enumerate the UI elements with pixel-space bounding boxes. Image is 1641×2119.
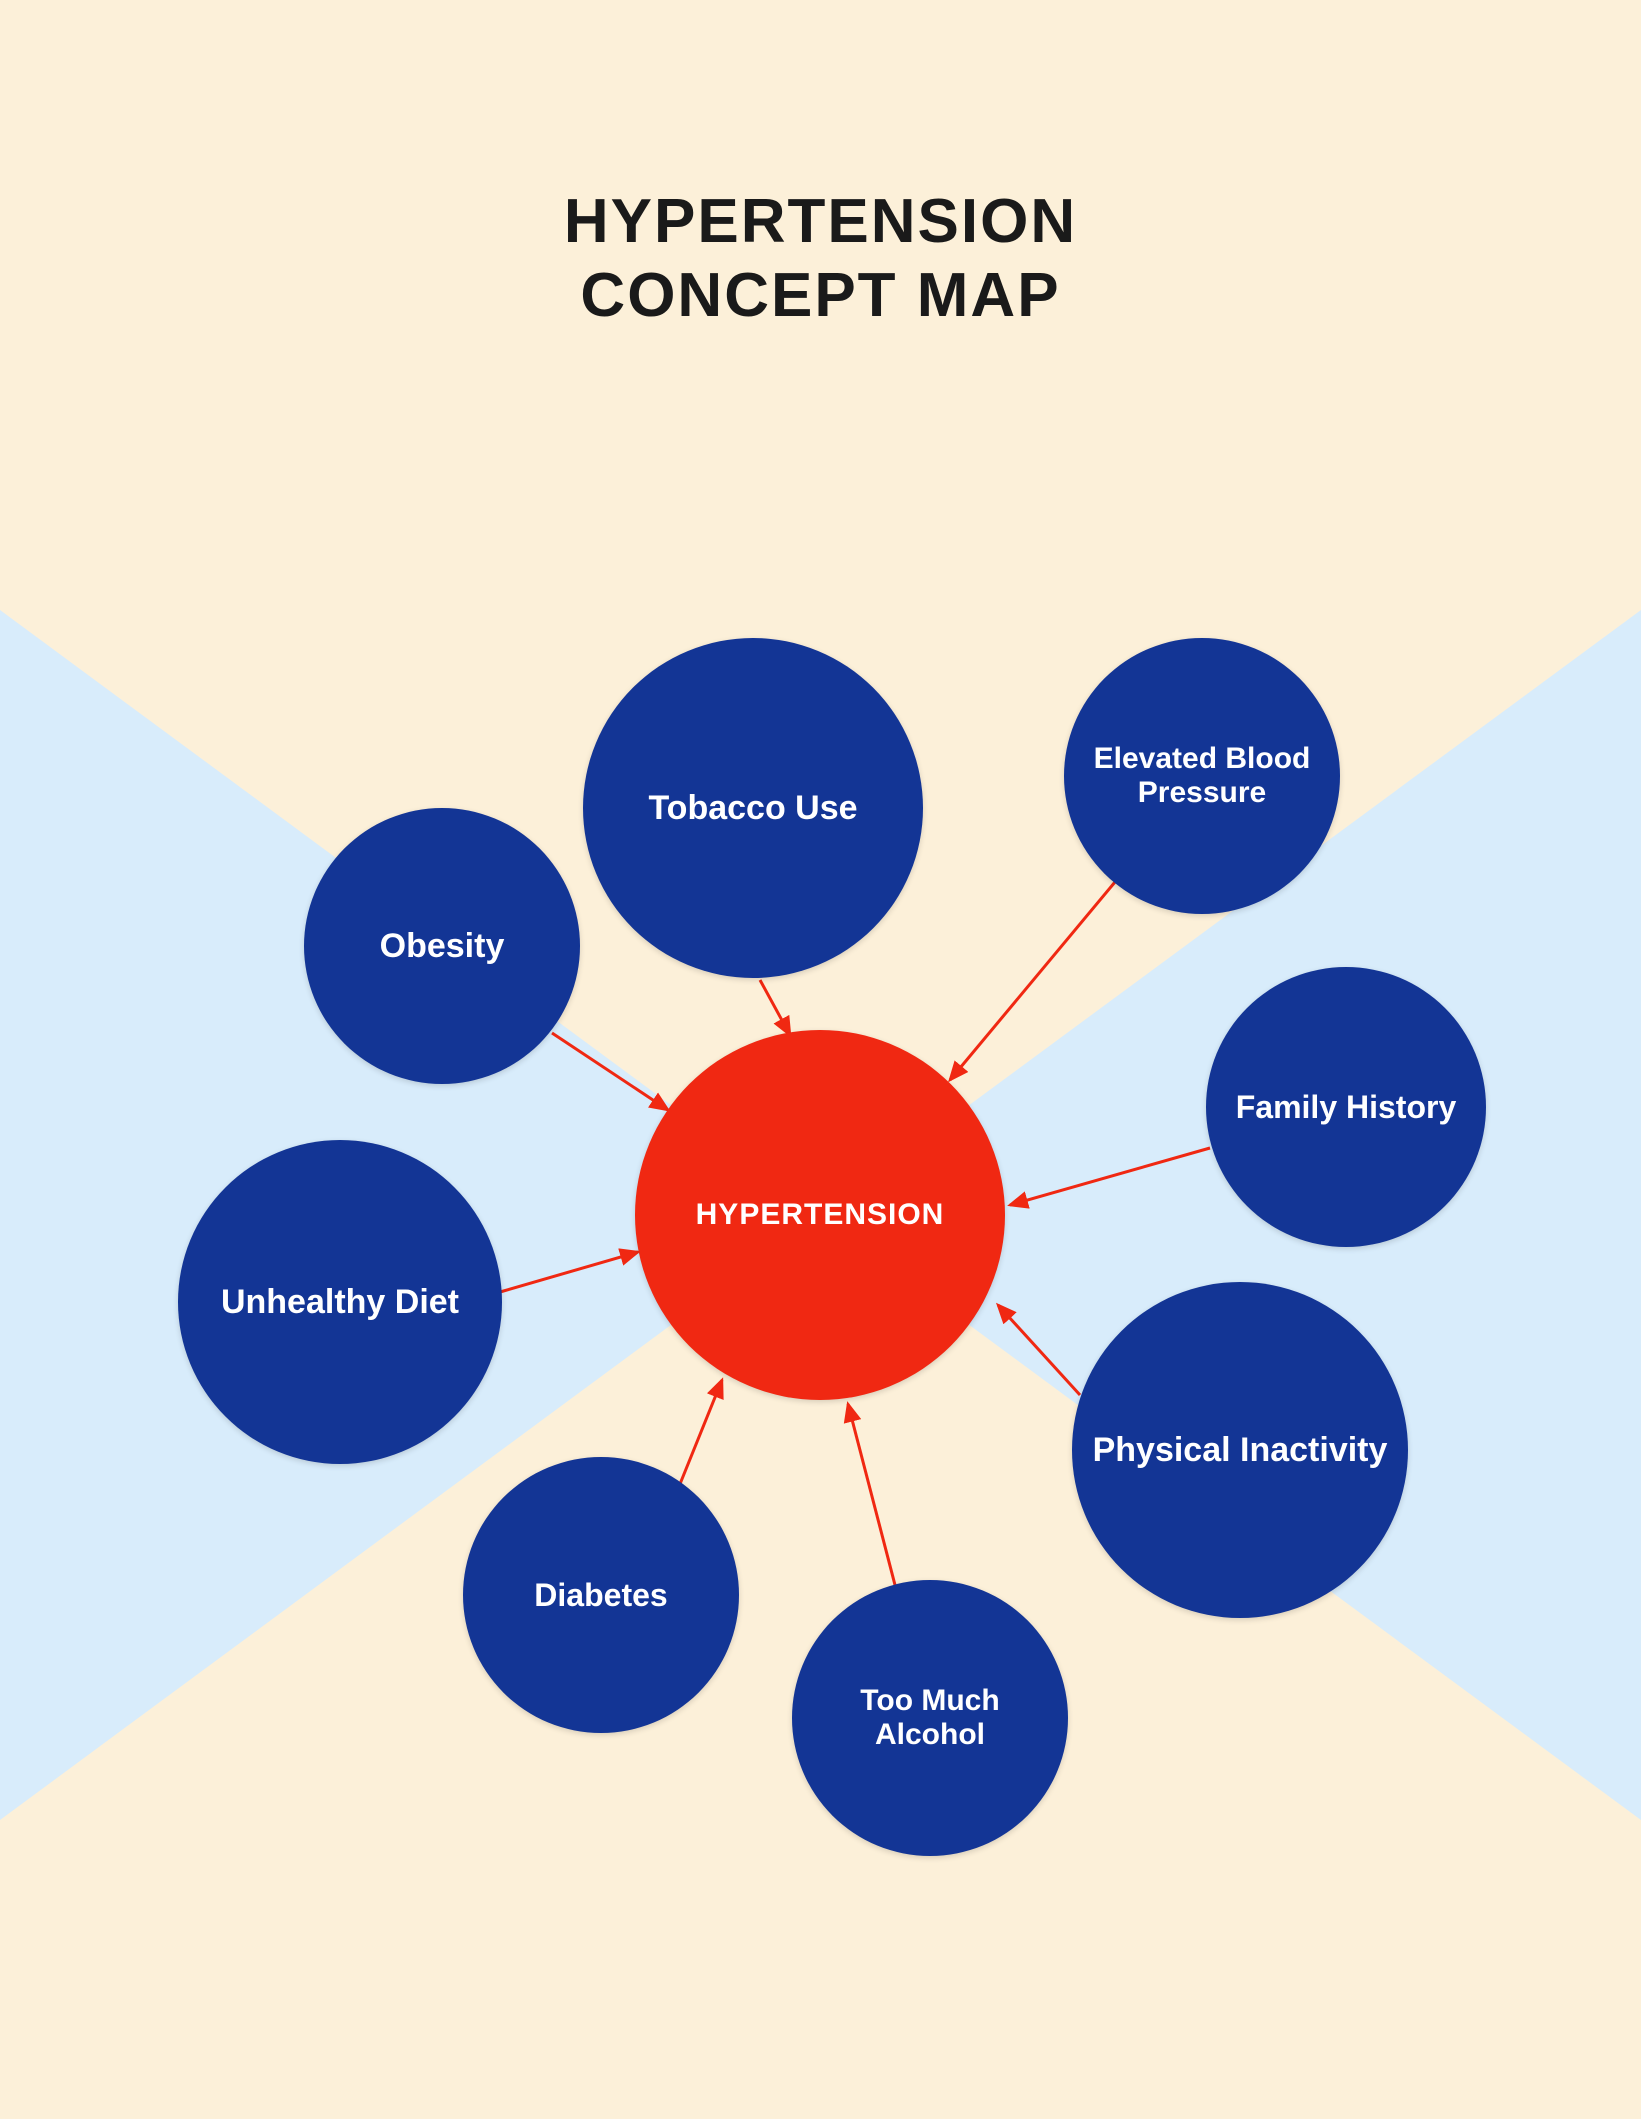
center-node-label: HYPERTENSION [696, 1198, 945, 1232]
node-diabetes: Diabetes [463, 1457, 739, 1733]
node-label-obesity: Obesity [380, 927, 505, 966]
node-tobacco: Tobacco Use [583, 638, 923, 978]
node-label-tobacco: Tobacco Use [648, 789, 857, 828]
node-obesity: Obesity [304, 808, 580, 1084]
center-node-hypertension: HYPERTENSION [635, 1030, 1005, 1400]
node-physical: Physical Inactivity [1072, 1282, 1408, 1618]
node-label-elevated: Elevated Blood Pressure [1074, 742, 1330, 810]
node-unhealthy: Unhealthy Diet [178, 1140, 502, 1464]
node-family: Family History [1206, 967, 1486, 1247]
node-alcohol: Too Much Alcohol [792, 1580, 1068, 1856]
concept-map: HYPERTENSION Tobacco Use Elevated Blood P… [0, 0, 1641, 2119]
node-label-alcohol: Too Much Alcohol [802, 1684, 1058, 1752]
node-label-physical: Physical Inactivity [1093, 1431, 1388, 1470]
node-label-diabetes: Diabetes [534, 1577, 667, 1614]
node-elevated: Elevated Blood Pressure [1064, 638, 1340, 914]
node-label-unhealthy: Unhealthy Diet [221, 1283, 459, 1322]
node-label-family: Family History [1236, 1089, 1457, 1126]
